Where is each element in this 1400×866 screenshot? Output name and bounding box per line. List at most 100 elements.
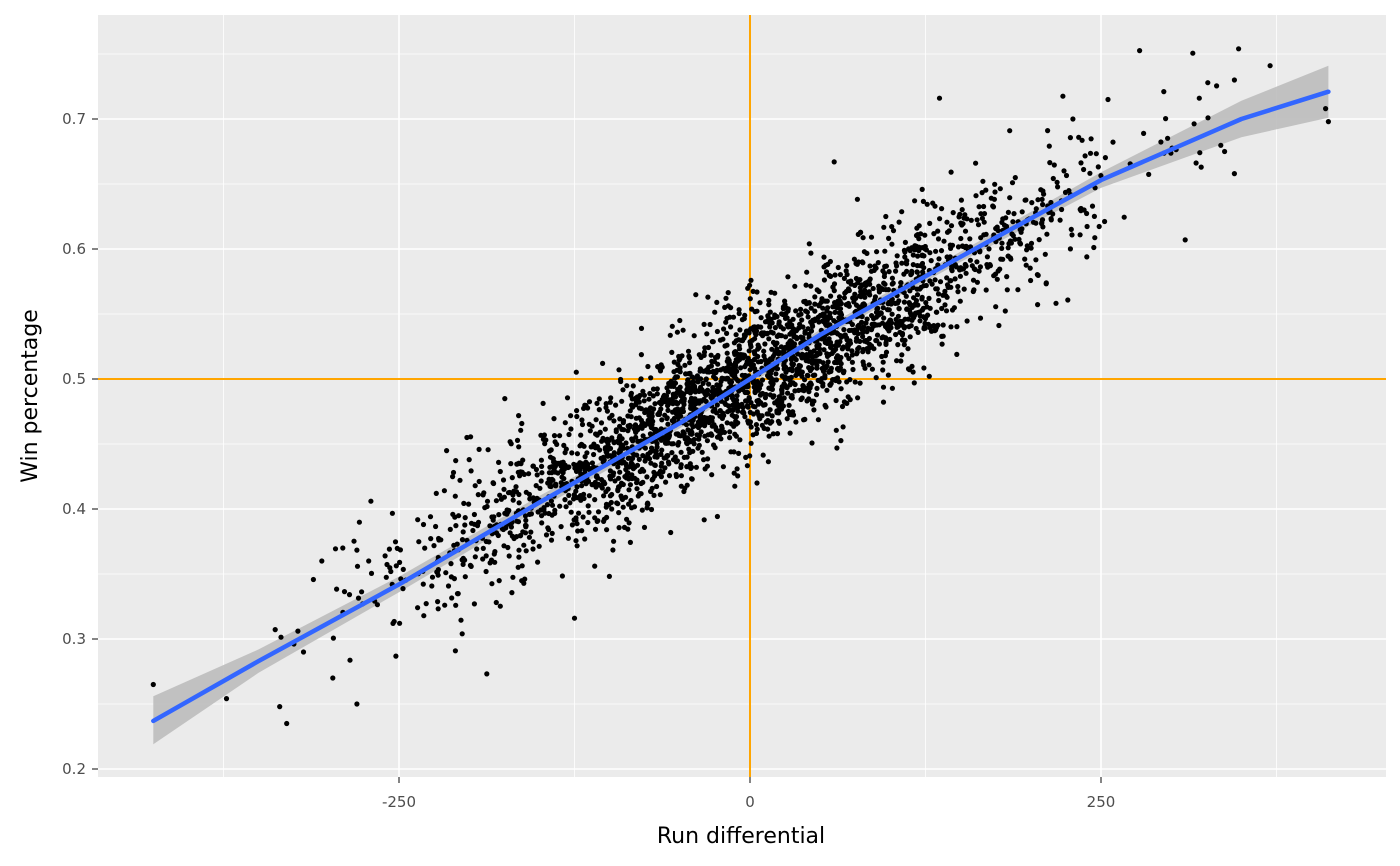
data-point	[907, 248, 913, 254]
data-point	[516, 491, 522, 498]
data-point	[618, 445, 624, 451]
data-point	[759, 413, 765, 419]
data-point	[949, 268, 955, 274]
data-point	[680, 327, 686, 333]
data-point	[912, 198, 918, 204]
data-point	[833, 355, 840, 361]
data-point	[1196, 95, 1202, 101]
data-point	[801, 353, 808, 359]
data-point	[859, 330, 866, 336]
data-point	[603, 404, 609, 411]
data-point	[601, 518, 607, 525]
data-point	[992, 271, 999, 277]
data-point	[802, 329, 808, 335]
data-point	[793, 357, 799, 363]
data-point	[1007, 128, 1013, 134]
data-point	[1078, 160, 1084, 166]
data-point	[708, 352, 714, 358]
data-point	[896, 305, 902, 312]
data-point	[776, 321, 782, 327]
data-point	[684, 435, 691, 441]
data-point	[633, 429, 639, 435]
data-point	[750, 432, 756, 438]
data-point	[747, 409, 753, 415]
data-point	[808, 283, 814, 289]
data-point	[861, 249, 868, 255]
data-point	[812, 308, 818, 314]
data-point	[678, 483, 684, 489]
data-point	[580, 463, 586, 470]
data-point	[658, 451, 664, 457]
data-point	[639, 420, 645, 426]
data-point	[666, 473, 673, 479]
data-point	[644, 474, 650, 480]
data-point	[733, 338, 739, 344]
data-point	[669, 323, 675, 329]
data-point	[846, 303, 852, 309]
data-point	[742, 333, 748, 339]
data-point	[901, 299, 908, 305]
data-point	[752, 388, 758, 394]
data-point	[491, 551, 497, 557]
data-point	[772, 314, 778, 320]
data-point	[827, 310, 833, 316]
data-point	[752, 404, 758, 410]
data-point	[638, 352, 645, 358]
data-point	[785, 375, 792, 381]
data-point	[635, 425, 641, 431]
data-point	[713, 424, 719, 430]
data-point	[774, 340, 780, 346]
data-point	[714, 328, 721, 335]
data-point	[673, 471, 679, 478]
data-point	[673, 459, 679, 465]
data-point	[676, 439, 682, 446]
data-point	[983, 231, 989, 237]
data-point	[586, 493, 592, 499]
data-point	[724, 420, 730, 426]
data-point	[793, 419, 799, 425]
data-point	[889, 311, 895, 317]
data-point	[498, 496, 504, 502]
data-point	[472, 483, 478, 489]
data-point	[714, 299, 720, 305]
data-point	[510, 497, 516, 503]
data-point	[915, 310, 921, 316]
data-point	[893, 321, 899, 327]
data-point	[976, 204, 982, 210]
data-point	[957, 298, 963, 304]
data-point	[457, 477, 463, 483]
data-point	[717, 389, 724, 395]
data-point	[789, 368, 795, 374]
data-point	[837, 365, 844, 371]
data-point	[999, 219, 1005, 225]
data-point	[459, 631, 465, 637]
data-point	[609, 412, 615, 418]
data-point	[641, 392, 648, 398]
data-point	[691, 400, 697, 406]
data-point	[893, 260, 899, 266]
data-point	[483, 553, 489, 559]
data-point	[551, 433, 558, 439]
data-point	[497, 468, 503, 475]
data-point	[586, 399, 593, 405]
data-point	[1061, 168, 1067, 174]
data-point	[667, 332, 673, 338]
data-point	[507, 439, 513, 445]
data-point	[886, 235, 892, 241]
data-point	[664, 453, 670, 459]
data-point	[545, 480, 551, 486]
data-point	[1077, 206, 1083, 212]
data-point	[389, 510, 395, 516]
data-point	[1002, 308, 1008, 314]
data-point	[671, 415, 678, 421]
data-point	[1009, 180, 1016, 186]
data-point	[747, 453, 753, 459]
data-point	[493, 599, 499, 606]
data-point	[566, 464, 572, 470]
data-point	[825, 261, 831, 267]
data-point	[1066, 188, 1072, 194]
data-point	[496, 511, 502, 518]
data-point	[849, 359, 856, 365]
data-point	[1060, 93, 1066, 99]
data-point	[751, 384, 757, 390]
